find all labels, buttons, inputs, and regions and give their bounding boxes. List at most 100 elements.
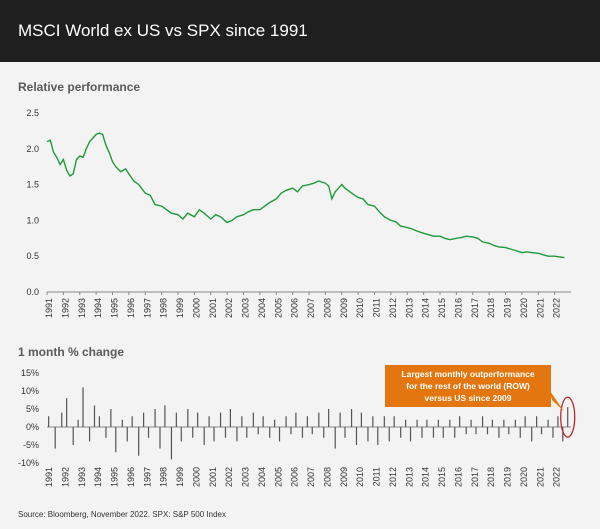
bar bbox=[213, 427, 215, 442]
x-tick-label: 2003 bbox=[241, 298, 251, 318]
bar bbox=[367, 427, 369, 442]
x-tick-label-bar: 2008 bbox=[322, 467, 332, 487]
bar bbox=[82, 387, 84, 427]
x-tick-label-bar: 2017 bbox=[470, 467, 480, 487]
bar bbox=[426, 419, 428, 427]
relative-performance-title: Relative performance bbox=[18, 80, 141, 94]
bar bbox=[531, 427, 533, 442]
bar bbox=[269, 427, 271, 438]
bar bbox=[164, 405, 166, 427]
bar bbox=[126, 427, 128, 442]
monthly-change-title: 1 month % change bbox=[18, 345, 125, 359]
x-tick-label: 2012 bbox=[388, 298, 398, 318]
bar bbox=[170, 427, 173, 460]
bar bbox=[567, 407, 569, 427]
x-tick-label-bar: 2012 bbox=[388, 467, 398, 487]
x-tick-label-bar: 2022 bbox=[552, 467, 562, 487]
bar bbox=[470, 419, 472, 427]
x-tick-label: 1998 bbox=[159, 298, 169, 318]
bar bbox=[241, 416, 243, 427]
bar bbox=[311, 427, 313, 435]
y-tick-label: 0.5 bbox=[26, 251, 39, 261]
x-tick-label: 2014 bbox=[421, 298, 431, 318]
annotation-callout: Largest monthly outperformance for the r… bbox=[385, 365, 551, 407]
bar bbox=[257, 427, 259, 435]
bar bbox=[246, 427, 248, 438]
x-tick-label: 2008 bbox=[322, 298, 332, 318]
bar bbox=[421, 427, 423, 438]
bar bbox=[219, 412, 222, 427]
bar bbox=[143, 412, 145, 427]
bar bbox=[121, 419, 123, 427]
x-tick-label-bar: 2011 bbox=[372, 467, 382, 486]
x-tick-label: 2011 bbox=[372, 298, 382, 317]
y-tick-label: 1.0 bbox=[26, 215, 39, 225]
bar bbox=[208, 416, 210, 427]
bar bbox=[388, 427, 390, 442]
x-tick-label-bar: 2018 bbox=[486, 467, 496, 487]
x-tick-label: 1993 bbox=[77, 298, 87, 318]
bar bbox=[432, 427, 435, 438]
x-tick-label: 2022 bbox=[552, 298, 562, 318]
x-tick-label: 1996 bbox=[126, 298, 136, 318]
bar bbox=[442, 427, 444, 438]
x-tick-label-bar: 2006 bbox=[290, 467, 300, 487]
annotation-line-2: for the rest of the world (ROW) bbox=[406, 381, 530, 391]
x-tick-label: 2005 bbox=[273, 298, 283, 318]
series-line bbox=[46, 132, 565, 259]
bar bbox=[339, 412, 341, 427]
bar bbox=[77, 419, 79, 427]
x-tick-label: 2010 bbox=[355, 298, 365, 318]
x-tick-label-bar: 1999 bbox=[175, 467, 185, 487]
y-tick-label-pct: 0% bbox=[26, 422, 39, 432]
bar bbox=[154, 409, 156, 427]
x-tick-label-bar: 1998 bbox=[159, 467, 169, 487]
bar bbox=[318, 412, 320, 427]
annotation-line-1: Largest monthly outperformance bbox=[401, 369, 535, 379]
bar bbox=[301, 427, 304, 438]
x-tick-label-bar: 2002 bbox=[224, 467, 234, 487]
x-tick-label: 2016 bbox=[453, 298, 463, 318]
x-tick-label-bar: 2014 bbox=[421, 467, 431, 487]
bar bbox=[524, 416, 526, 427]
x-tick-label-bar: 2000 bbox=[191, 467, 201, 487]
x-tick-label: 1992 bbox=[60, 298, 70, 318]
y-tick-label: 1.5 bbox=[26, 180, 39, 190]
bar bbox=[175, 412, 177, 427]
bar bbox=[262, 416, 264, 427]
bar bbox=[503, 419, 505, 427]
x-tick-label-bar: 2016 bbox=[453, 467, 463, 487]
x-tick-label: 1999 bbox=[175, 298, 185, 318]
annotation-line-3: versus US since 2009 bbox=[424, 393, 512, 403]
x-tick-label-bar: 2020 bbox=[519, 467, 529, 487]
x-tick-label: 2020 bbox=[519, 298, 529, 318]
bar bbox=[224, 427, 227, 438]
bar bbox=[400, 427, 402, 438]
bar bbox=[557, 416, 559, 427]
x-tick-label: 2021 bbox=[535, 298, 545, 318]
x-tick-label-bar: 1994 bbox=[93, 467, 103, 487]
bar bbox=[88, 427, 91, 442]
bar bbox=[416, 419, 418, 427]
bar bbox=[115, 427, 117, 453]
x-tick-label-bar: 2003 bbox=[241, 467, 251, 487]
bar bbox=[393, 416, 395, 427]
bar bbox=[93, 405, 96, 427]
x-tick-label: 1997 bbox=[142, 298, 152, 318]
bar bbox=[547, 419, 549, 427]
y-tick-label-pct: 5% bbox=[26, 404, 39, 414]
x-tick-label: 2002 bbox=[224, 298, 234, 318]
bar bbox=[278, 427, 281, 442]
bar bbox=[159, 427, 161, 449]
bar bbox=[409, 427, 412, 442]
bar bbox=[131, 416, 133, 427]
bar bbox=[459, 416, 461, 427]
x-tick-label-bar: 2005 bbox=[273, 467, 283, 487]
bar bbox=[540, 427, 543, 435]
x-tick-label: 2015 bbox=[437, 298, 447, 318]
bar bbox=[187, 409, 189, 427]
bar bbox=[491, 419, 493, 427]
bar bbox=[197, 412, 199, 427]
bar bbox=[203, 427, 205, 445]
bar bbox=[486, 427, 489, 435]
